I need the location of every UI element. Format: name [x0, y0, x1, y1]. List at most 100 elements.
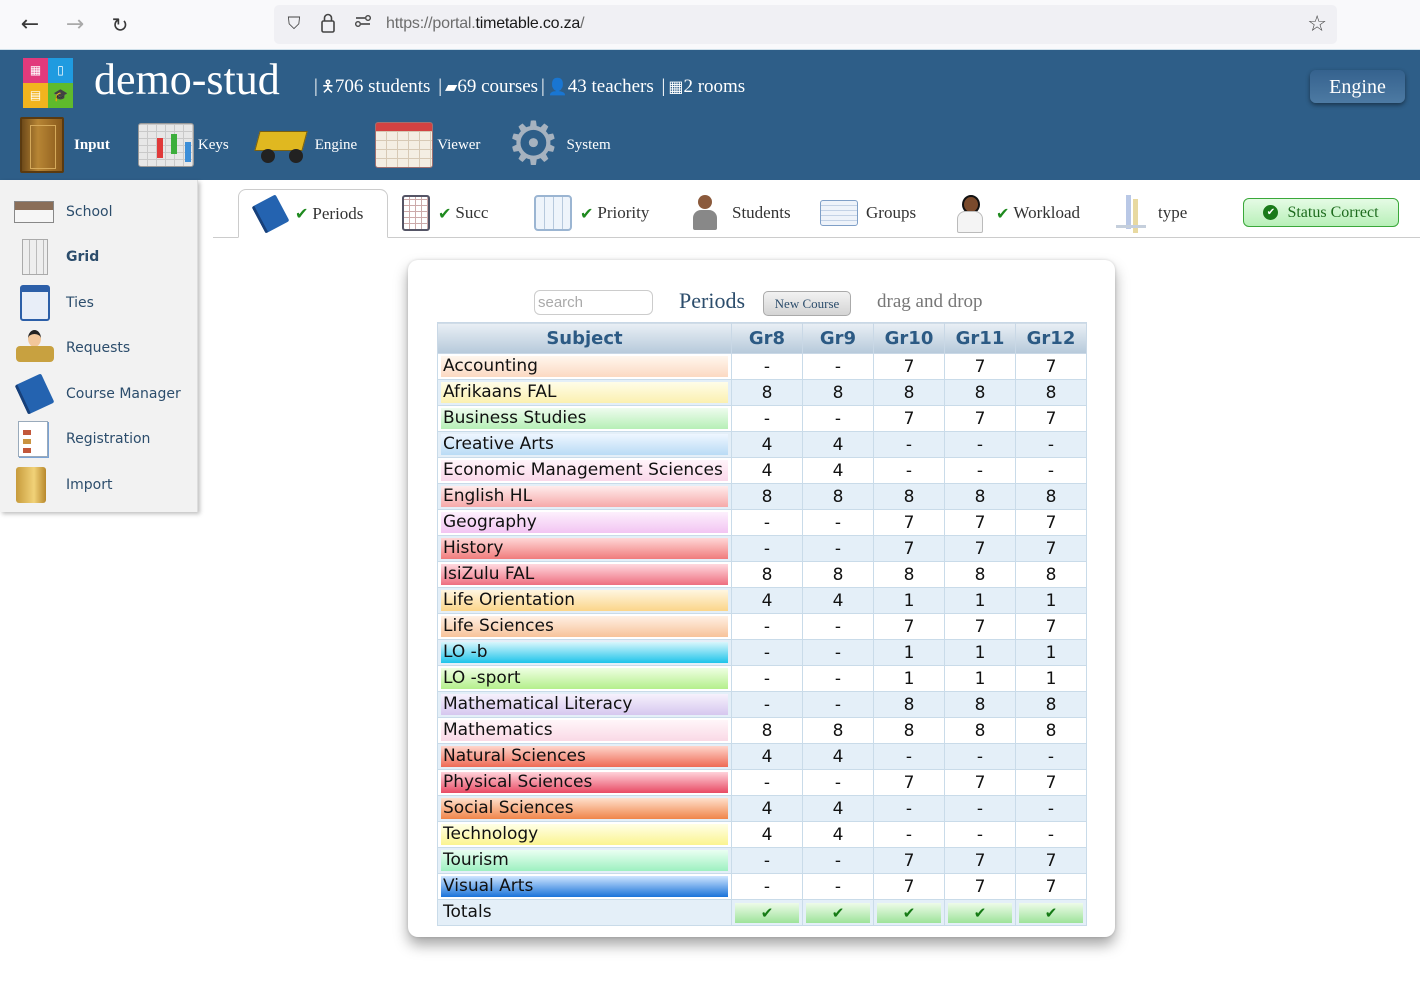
tab-groups[interactable]: Groups — [820, 189, 916, 237]
subject-cell[interactable]: Visual Arts — [437, 873, 732, 900]
period-cell[interactable]: - — [873, 821, 945, 848]
period-cell[interactable]: - — [731, 873, 803, 900]
period-cell[interactable]: - — [944, 795, 1016, 822]
period-cell[interactable]: - — [731, 847, 803, 874]
period-cell[interactable]: - — [1015, 795, 1087, 822]
new-course-button[interactable]: New Course — [763, 291, 851, 316]
shield-icon[interactable]: ⛉ — [287, 14, 301, 34]
period-cell[interactable]: 7 — [1015, 847, 1087, 874]
period-cell[interactable]: - — [944, 821, 1016, 848]
period-cell[interactable]: 7 — [873, 613, 945, 640]
period-cell[interactable]: - — [731, 613, 803, 640]
sidebar-item-course-manager[interactable]: Course Manager — [0, 372, 198, 416]
period-cell[interactable]: 8 — [873, 561, 945, 588]
status-correct-button[interactable]: ✔ Status Correct — [1243, 198, 1399, 227]
period-cell[interactable]: 7 — [1015, 873, 1087, 900]
period-cell[interactable]: 4 — [802, 743, 874, 770]
subject-cell[interactable]: IsiZulu FAL — [437, 561, 732, 588]
period-cell[interactable]: - — [1015, 431, 1087, 458]
period-cell[interactable]: 8 — [873, 483, 945, 510]
period-cell[interactable]: 7 — [873, 769, 945, 796]
period-cell[interactable]: 8 — [944, 379, 1016, 406]
tab-students[interactable]: Students — [688, 189, 791, 237]
period-cell[interactable]: 8 — [944, 483, 1016, 510]
period-cell[interactable]: - — [802, 873, 874, 900]
period-cell[interactable]: - — [1015, 821, 1087, 848]
period-cell[interactable]: 8 — [944, 717, 1016, 744]
period-cell[interactable]: 8 — [1015, 561, 1087, 588]
column-header-gr12[interactable]: Gr12 — [1015, 322, 1087, 354]
period-cell[interactable]: 8 — [944, 691, 1016, 718]
period-cell[interactable]: 1 — [873, 665, 945, 692]
period-cell[interactable]: 7 — [944, 353, 1016, 380]
period-cell[interactable]: 1 — [1015, 665, 1087, 692]
period-cell[interactable]: - — [944, 457, 1016, 484]
period-cell[interactable]: 4 — [731, 821, 803, 848]
subject-cell[interactable]: Accounting — [437, 353, 732, 380]
sidebar-item-school[interactable]: School — [0, 190, 198, 234]
address-bar[interactable]: ⛉ https://portal.timetable.co.za/ ☆ — [274, 5, 1337, 44]
period-cell[interactable]: 8 — [731, 717, 803, 744]
subject-cell[interactable]: English HL — [437, 483, 732, 510]
back-arrow-icon[interactable]: ← — [20, 12, 40, 37]
engine-button[interactable]: Engine — [1310, 70, 1405, 103]
sidebar-item-import[interactable]: Import — [0, 463, 198, 507]
period-cell[interactable]: 7 — [1015, 405, 1087, 432]
period-cell[interactable]: 1 — [944, 665, 1016, 692]
subject-cell[interactable]: Life Orientation — [437, 587, 732, 614]
subject-cell[interactable]: LO -sport — [437, 665, 732, 692]
search-input[interactable] — [534, 290, 653, 315]
reload-icon[interactable]: ↻ — [111, 13, 129, 37]
period-cell[interactable]: 8 — [1015, 483, 1087, 510]
permissions-icon[interactable] — [352, 13, 374, 35]
period-cell[interactable]: - — [873, 743, 945, 770]
period-cell[interactable]: 7 — [944, 509, 1016, 536]
period-cell[interactable]: 8 — [944, 561, 1016, 588]
period-cell[interactable]: 8 — [731, 561, 803, 588]
subject-cell[interactable]: Technology — [437, 821, 732, 848]
period-cell[interactable]: - — [802, 665, 874, 692]
period-cell[interactable]: 4 — [802, 431, 874, 458]
period-cell[interactable]: 7 — [944, 769, 1016, 796]
tab-priority[interactable]: ✔ Priority — [534, 189, 649, 237]
period-cell[interactable]: 8 — [873, 379, 945, 406]
period-cell[interactable]: - — [873, 431, 945, 458]
period-cell[interactable]: - — [731, 535, 803, 562]
period-cell[interactable]: 7 — [873, 353, 945, 380]
period-cell[interactable]: 8 — [1015, 379, 1087, 406]
period-cell[interactable]: 7 — [873, 847, 945, 874]
period-cell[interactable]: - — [731, 509, 803, 536]
column-header-gr8[interactable]: Gr8 — [731, 322, 803, 354]
bookmark-star-icon[interactable]: ☆ — [1307, 12, 1327, 37]
subject-cell[interactable]: Physical Sciences — [437, 769, 732, 796]
subject-cell[interactable]: History — [437, 535, 732, 562]
period-cell[interactable]: 1 — [944, 587, 1016, 614]
period-cell[interactable]: - — [731, 639, 803, 666]
period-cell[interactable]: - — [802, 613, 874, 640]
period-cell[interactable]: 1 — [944, 639, 1016, 666]
period-cell[interactable]: 4 — [731, 457, 803, 484]
subject-cell[interactable]: Afrikaans FAL — [437, 379, 732, 406]
tab-succ[interactable]: ✔ Succ — [402, 189, 488, 237]
subject-cell[interactable]: Economic Management Sciences — [437, 457, 732, 484]
period-cell[interactable]: - — [802, 769, 874, 796]
tab-type[interactable]: type — [1114, 189, 1187, 237]
period-cell[interactable]: 8 — [873, 717, 945, 744]
period-cell[interactable]: 7 — [1015, 353, 1087, 380]
sidebar-item-registration[interactable]: Registration — [0, 417, 198, 461]
period-cell[interactable]: 4 — [802, 795, 874, 822]
period-cell[interactable]: 8 — [1015, 717, 1087, 744]
period-cell[interactable]: - — [802, 691, 874, 718]
period-cell[interactable]: 8 — [1015, 691, 1087, 718]
period-cell[interactable]: 7 — [1015, 613, 1087, 640]
period-cell[interactable]: 4 — [802, 587, 874, 614]
tab-periods[interactable]: ✔ Periods — [238, 189, 388, 238]
period-cell[interactable]: 7 — [1015, 509, 1087, 536]
forward-arrow-icon[interactable]: → — [65, 12, 85, 37]
subject-cell[interactable]: Mathematical Literacy — [437, 691, 732, 718]
period-cell[interactable]: - — [873, 795, 945, 822]
period-cell[interactable]: 4 — [731, 795, 803, 822]
period-cell[interactable]: 4 — [731, 431, 803, 458]
period-cell[interactable]: - — [731, 769, 803, 796]
column-header-subject[interactable]: Subject — [437, 322, 732, 354]
